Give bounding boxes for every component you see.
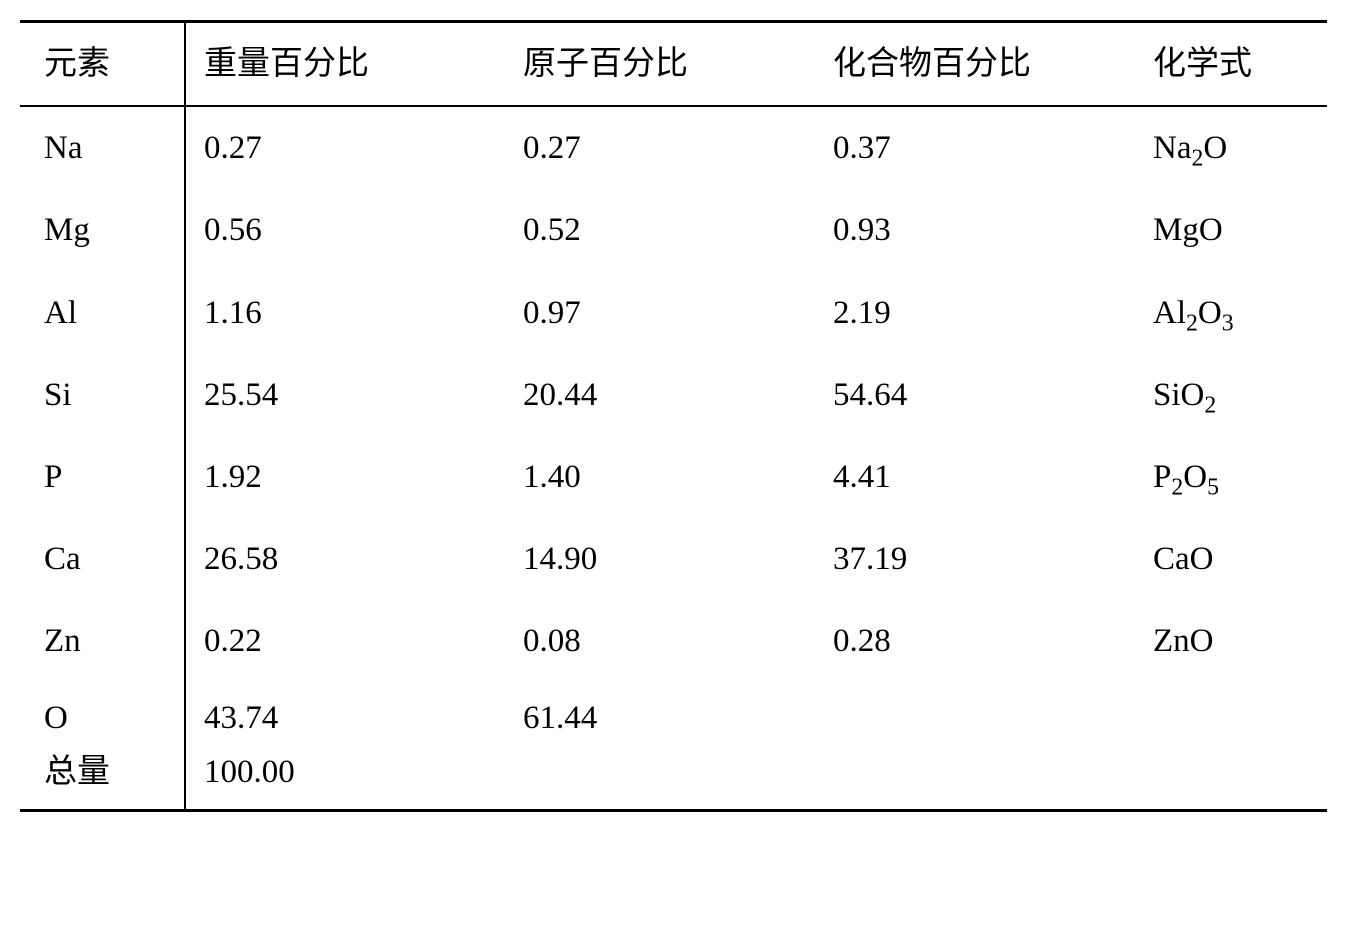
table-row: Si25.5420.4454.64SiO2: [20, 354, 1327, 436]
cell-compound-pct: 2.19: [815, 272, 1135, 354]
cell-total-label: 总量: [20, 747, 185, 811]
formula-part: O: [1203, 130, 1227, 166]
cell-formula: SiO2: [1135, 354, 1327, 436]
cell-atomic-pct: 61.44: [505, 683, 815, 747]
cell-compound-pct: [815, 747, 1135, 811]
formula-part: CaO: [1153, 541, 1214, 577]
formula-subscript: 2: [1171, 475, 1183, 501]
cell-weight-pct: 1.16: [185, 272, 505, 354]
cell-element: Al: [20, 272, 185, 354]
cell-compound-pct: 54.64: [815, 354, 1135, 436]
table-row: Al1.160.972.19Al2O3: [20, 272, 1327, 354]
formula-subscript: 2: [1191, 146, 1203, 172]
formula-part: O: [1183, 459, 1207, 495]
formula-part: SiO: [1153, 377, 1204, 413]
cell-element: Mg: [20, 189, 185, 271]
cell-element: Na: [20, 106, 185, 189]
cell-compound-pct: 0.93: [815, 189, 1135, 271]
cell-weight-pct: 0.22: [185, 600, 505, 682]
cell-formula: Al2O3: [1135, 272, 1327, 354]
cell-weight-pct: 100.00: [185, 747, 505, 811]
header-formula: 化学式: [1135, 22, 1327, 107]
cell-formula: ZnO: [1135, 600, 1327, 682]
formula-subscript: 3: [1222, 310, 1234, 336]
cell-element: Si: [20, 354, 185, 436]
cell-compound-pct: 37.19: [815, 518, 1135, 600]
table-header-row: 元素 重量百分比 原子百分比 化合物百分比 化学式: [20, 22, 1327, 107]
cell-element: Zn: [20, 600, 185, 682]
cell-formula: CaO: [1135, 518, 1327, 600]
formula-subscript: 2: [1186, 310, 1198, 336]
header-weight-pct: 重量百分比: [185, 22, 505, 107]
cell-compound-pct: 0.28: [815, 600, 1135, 682]
cell-atomic-pct: 0.27: [505, 106, 815, 189]
cell-weight-pct: 1.92: [185, 436, 505, 518]
composition-table: 元素 重量百分比 原子百分比 化合物百分比 化学式 Na0.270.270.37…: [20, 20, 1327, 812]
table-row-total: 总量100.00: [20, 747, 1327, 811]
cell-weight-pct: 25.54: [185, 354, 505, 436]
cell-compound-pct: [815, 683, 1135, 747]
cell-formula: [1135, 683, 1327, 747]
cell-weight-pct: 43.74: [185, 683, 505, 747]
cell-compound-pct: 0.37: [815, 106, 1135, 189]
formula-part: Na: [1153, 130, 1191, 166]
cell-atomic-pct: 0.08: [505, 600, 815, 682]
formula-part: O: [1198, 295, 1222, 331]
cell-weight-pct: 0.56: [185, 189, 505, 271]
cell-atomic-pct: [505, 747, 815, 811]
table-row: Mg0.560.520.93 MgO: [20, 189, 1327, 271]
cell-atomic-pct: 14.90: [505, 518, 815, 600]
formula-subscript: 5: [1207, 475, 1219, 501]
table-body: Na0.270.270.37Na2OMg0.560.520.93MgOAl1.1…: [20, 106, 1327, 810]
cell-formula: P2O5: [1135, 436, 1327, 518]
header-compound-pct: 化合物百分比: [815, 22, 1135, 107]
formula-part: ZnO: [1153, 623, 1214, 659]
formula-subscript: 2: [1204, 392, 1216, 418]
formula-part: MgO: [1153, 212, 1223, 248]
cell-atomic-pct: 20.44: [505, 354, 815, 436]
cell-formula: [1135, 747, 1327, 811]
formula-part: P: [1153, 459, 1171, 495]
formula-part: Al: [1153, 295, 1186, 331]
table-row: Zn0.220.080.28 ZnO: [20, 600, 1327, 682]
cell-weight-pct: 0.27: [185, 106, 505, 189]
cell-formula: Na2O: [1135, 106, 1327, 189]
table-row: P1.921.404.41P2O5: [20, 436, 1327, 518]
cell-atomic-pct: 1.40: [505, 436, 815, 518]
table-row-oxygen: O43.7461.44: [20, 683, 1327, 747]
header-atomic-pct: 原子百分比: [505, 22, 815, 107]
cell-weight-pct: 26.58: [185, 518, 505, 600]
header-element: 元素: [20, 22, 185, 107]
cell-element: Ca: [20, 518, 185, 600]
cell-atomic-pct: 0.52: [505, 189, 815, 271]
cell-formula: MgO: [1135, 189, 1327, 271]
table-row: Ca26.5814.9037.19 CaO: [20, 518, 1327, 600]
cell-element: O: [20, 683, 185, 747]
cell-element: P: [20, 436, 185, 518]
table-row: Na0.270.270.37Na2O: [20, 106, 1327, 189]
composition-table-container: 元素 重量百分比 原子百分比 化合物百分比 化学式 Na0.270.270.37…: [20, 20, 1327, 812]
cell-compound-pct: 4.41: [815, 436, 1135, 518]
cell-atomic-pct: 0.97: [505, 272, 815, 354]
